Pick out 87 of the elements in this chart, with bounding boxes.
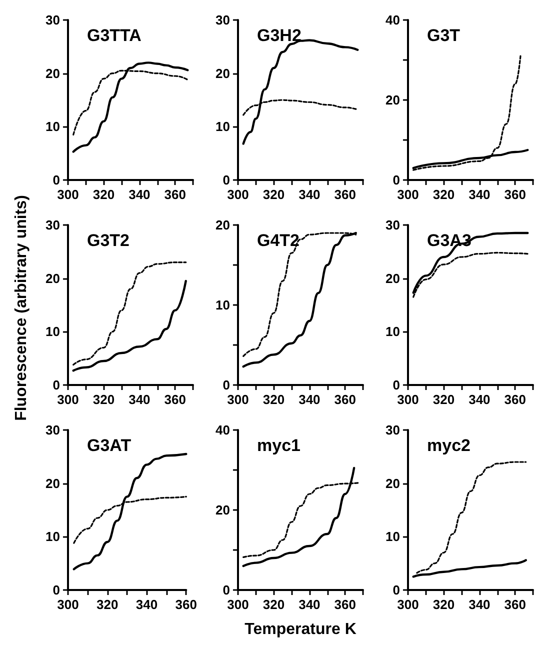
x-tick-label: 360 bbox=[334, 187, 356, 202]
y-tick-label: 20 bbox=[386, 270, 400, 286]
y-tick-label: 40 bbox=[216, 422, 230, 438]
y-axis-title: Fluorescence (arbitrary units) bbox=[13, 194, 31, 420]
y-tick-label: 30 bbox=[46, 12, 60, 28]
x-tick-label: 340 bbox=[128, 392, 150, 407]
x-tick-label: 320 bbox=[92, 392, 115, 407]
line-series bbox=[416, 461, 527, 574]
x-tick-label: 340 bbox=[468, 392, 490, 407]
x-tick-label: 340 bbox=[468, 187, 490, 202]
y-tick-label: 20 bbox=[46, 270, 60, 286]
y-tick-label: 10 bbox=[216, 119, 230, 134]
chart-title: G3TTA bbox=[87, 26, 142, 45]
y-tick-label: 0 bbox=[52, 378, 60, 392]
x-tick-label: 320 bbox=[262, 392, 285, 407]
y-tick-label: 0 bbox=[392, 172, 400, 188]
x-tick-label: 320 bbox=[432, 597, 455, 612]
y-tick-label: 20 bbox=[386, 476, 400, 491]
x-tick-label: 340 bbox=[136, 597, 158, 612]
y-tick-label: 0 bbox=[392, 378, 400, 392]
y-tick-label: 20 bbox=[386, 92, 400, 108]
x-tick-label: 360 bbox=[175, 597, 198, 612]
x-tick-label: 320 bbox=[262, 187, 285, 202]
x-tick-label: 300 bbox=[227, 187, 249, 202]
x-tick-label: 360 bbox=[504, 597, 526, 612]
y-tick-label: 10 bbox=[386, 529, 400, 544]
y-tick-label: 0 bbox=[222, 172, 230, 188]
x-tick-label: 360 bbox=[504, 187, 526, 202]
x-tick-label: 340 bbox=[298, 597, 320, 612]
chart-title: G3AT bbox=[87, 436, 132, 455]
line-series bbox=[72, 280, 187, 372]
x-tick-label: 300 bbox=[57, 392, 79, 407]
x-tick-label: 360 bbox=[334, 597, 356, 612]
x-tick-label: 300 bbox=[397, 597, 419, 612]
y-tick-label: 10 bbox=[46, 529, 60, 544]
x-tick-label: 320 bbox=[262, 597, 285, 612]
x-tick-label: 340 bbox=[128, 187, 150, 202]
y-tick-label: 10 bbox=[216, 298, 230, 312]
y-tick-label: 0 bbox=[392, 582, 400, 598]
chart-title: G3H2 bbox=[257, 26, 302, 45]
x-tick-label: 320 bbox=[92, 187, 115, 202]
y-tick-label: 10 bbox=[46, 119, 60, 134]
x-tick-label: 320 bbox=[432, 187, 455, 202]
x-tick-label: 340 bbox=[298, 187, 320, 202]
line-series bbox=[72, 452, 188, 570]
x-axis-title: Temperature K bbox=[244, 621, 356, 639]
y-tick-label: 40 bbox=[386, 12, 400, 28]
y-tick-label: 0 bbox=[222, 582, 230, 598]
chart-title: G3T2 bbox=[87, 231, 130, 250]
x-tick-label: 300 bbox=[227, 392, 249, 407]
y-tick-label: 20 bbox=[216, 218, 230, 232]
y-tick-label: 20 bbox=[216, 502, 230, 518]
y-tick-label: 0 bbox=[52, 582, 60, 598]
y-tick-label: 20 bbox=[216, 66, 230, 81]
line-series bbox=[412, 232, 529, 294]
x-tick-label: 320 bbox=[432, 392, 455, 407]
x-tick-label: 360 bbox=[164, 392, 186, 407]
x-tick-label: 300 bbox=[397, 187, 419, 202]
y-tick-label: 30 bbox=[216, 12, 230, 28]
x-tick-label: 300 bbox=[227, 597, 249, 612]
y-tick-label: 30 bbox=[46, 218, 60, 232]
y-tick-label: 30 bbox=[46, 422, 60, 438]
chart-title: G3T bbox=[427, 26, 461, 45]
x-tick-label: 300 bbox=[397, 392, 419, 407]
chart-title: myc2 bbox=[427, 436, 470, 455]
x-tick-label: 300 bbox=[57, 597, 79, 612]
chart-title: myc1 bbox=[257, 436, 300, 455]
y-tick-label: 30 bbox=[386, 422, 400, 438]
y-tick-label: 20 bbox=[46, 66, 60, 81]
x-tick-label: 340 bbox=[298, 392, 320, 407]
x-tick-label: 360 bbox=[334, 392, 356, 407]
x-tick-label: 340 bbox=[468, 597, 490, 612]
x-tick-label: 300 bbox=[57, 187, 79, 202]
y-tick-label: 10 bbox=[386, 324, 400, 340]
chart-title: G4T2 bbox=[257, 231, 300, 250]
line-series bbox=[242, 466, 356, 568]
chart-title: G3A3 bbox=[427, 231, 472, 250]
x-tick-label: 320 bbox=[96, 597, 118, 612]
x-tick-label: 360 bbox=[504, 392, 526, 407]
y-tick-label: 30 bbox=[386, 218, 400, 232]
line-series bbox=[72, 62, 189, 153]
y-tick-label: 0 bbox=[52, 172, 60, 188]
y-tick-label: 20 bbox=[46, 476, 60, 491]
line-series bbox=[72, 262, 187, 366]
x-tick-label: 360 bbox=[164, 187, 186, 202]
y-tick-label: 10 bbox=[46, 324, 60, 340]
y-tick-label: 0 bbox=[222, 378, 230, 392]
